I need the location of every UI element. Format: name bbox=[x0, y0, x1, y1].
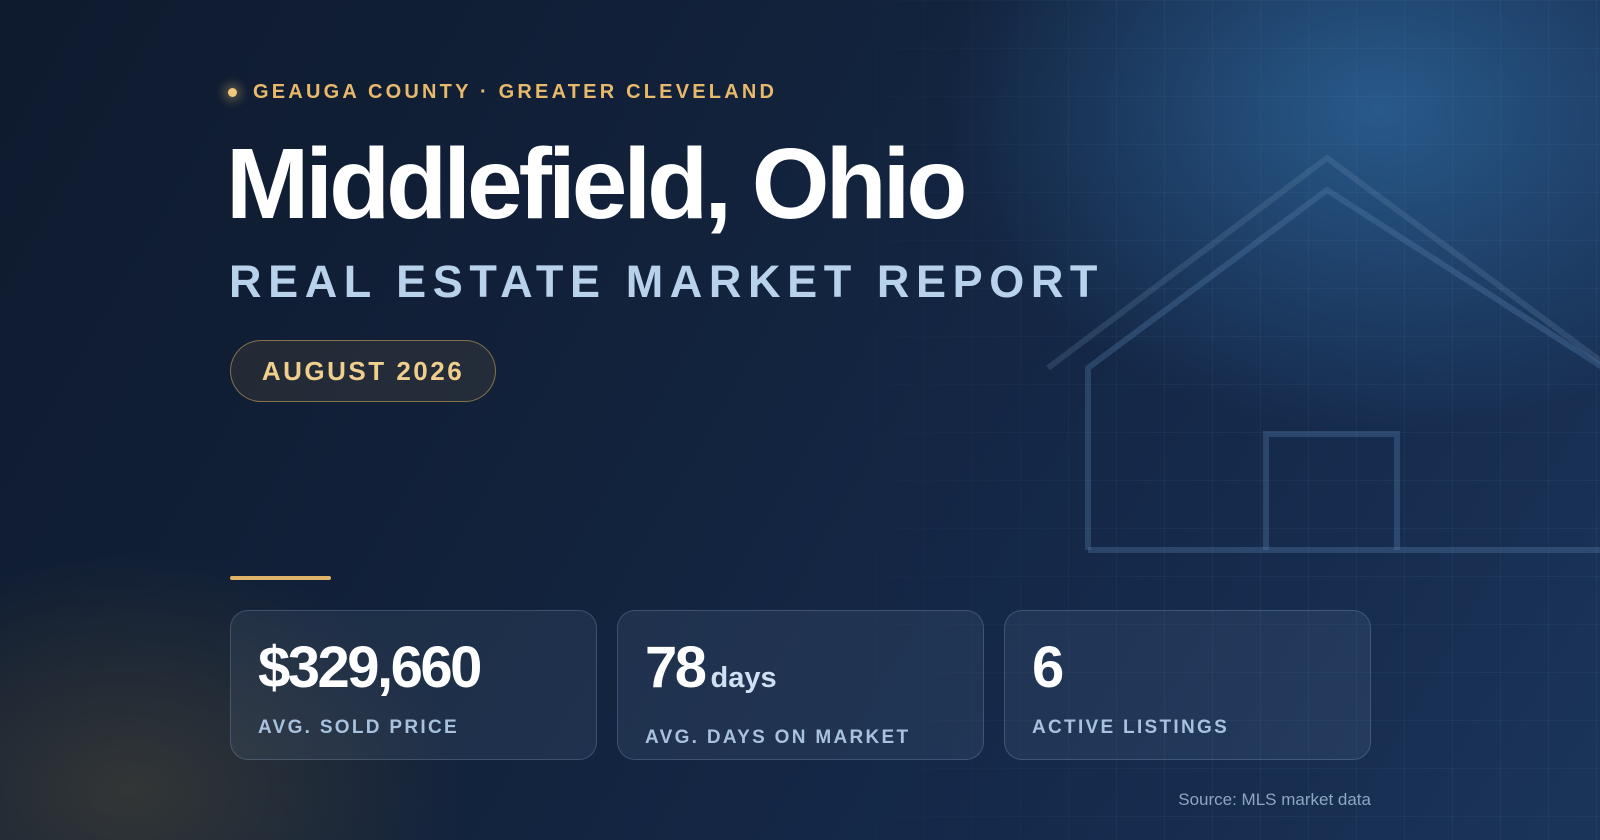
eyebrow: GEAUGA COUNTY · GREATER CLEVELAND bbox=[228, 80, 777, 104]
page-subtitle: REAL ESTATE MARKET REPORT bbox=[229, 256, 1105, 307]
dot-icon bbox=[228, 87, 237, 97]
eyebrow-text: GEAUGA COUNTY · GREATER CLEVELAND bbox=[253, 80, 778, 103]
page-title: Middlefield, Ohio bbox=[226, 128, 968, 240]
accent-divider bbox=[230, 576, 331, 580]
stat-unit: days bbox=[710, 662, 777, 694]
stat-number: 6 bbox=[1032, 635, 1064, 700]
stat-card-avg-sold-price: $329,660 AVG. SOLD PRICE bbox=[230, 610, 597, 760]
stat-value: $329,660 bbox=[258, 631, 569, 705]
stat-value: 78 days bbox=[645, 631, 956, 715]
stat-number: $329,660 bbox=[258, 635, 482, 700]
stat-card-avg-days-on-market: 78 days AVG. DAYS ON MARKET bbox=[617, 610, 984, 760]
stat-number: 78 bbox=[645, 635, 707, 700]
background-grid bbox=[780, 0, 1600, 840]
stat-value: 6 bbox=[1032, 631, 1343, 705]
stat-card-active-listings: 6 ACTIVE LISTINGS bbox=[1004, 610, 1371, 760]
stat-label: AVG. DAYS ON MARKET bbox=[645, 727, 911, 748]
house-outline-icon bbox=[1046, 155, 1600, 553]
stat-label: ACTIVE LISTINGS bbox=[1032, 717, 1230, 738]
stats-row: $329,660 AVG. SOLD PRICE 78 days AVG. DAY… bbox=[230, 610, 1371, 760]
source-note: Source: MLS market data bbox=[1178, 790, 1371, 809]
stat-label: AVG. SOLD PRICE bbox=[258, 717, 459, 738]
date-badge: AUGUST 2026 bbox=[230, 340, 496, 402]
